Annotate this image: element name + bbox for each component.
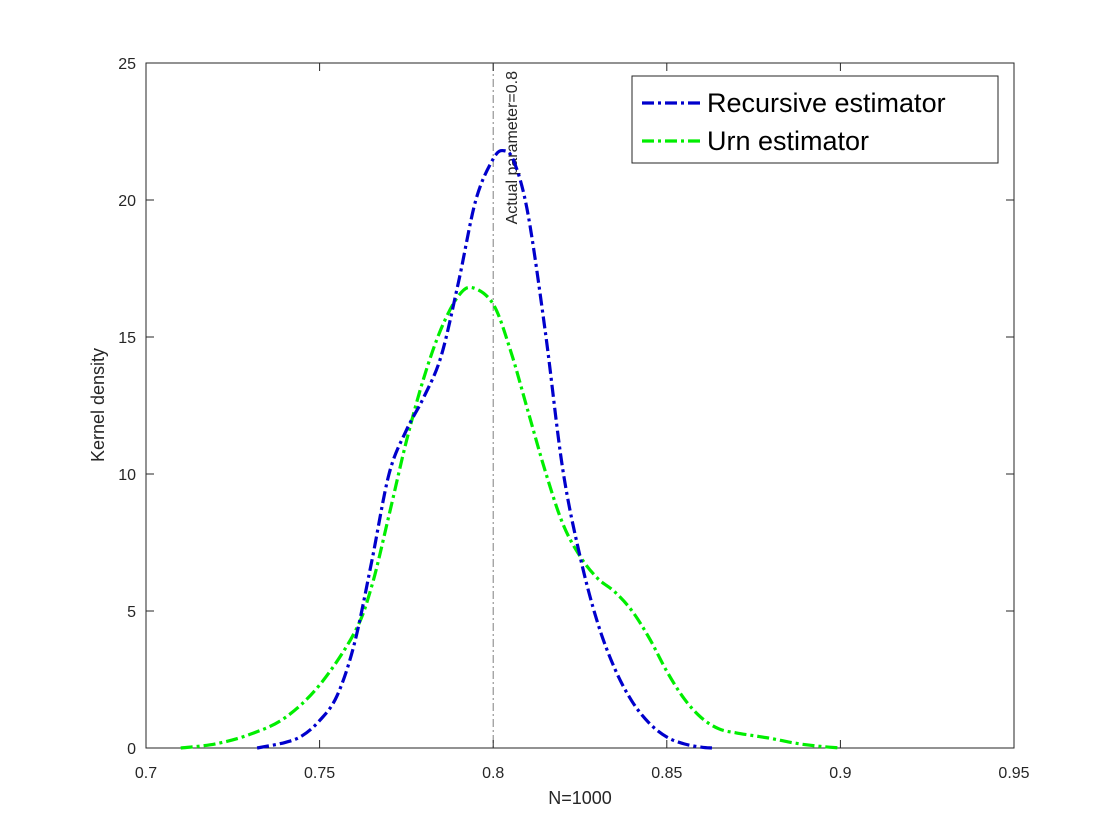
y-tick-label: 15 [118, 330, 136, 347]
x-tick-label: 0.75 [304, 765, 335, 782]
y-tick-label: 5 [127, 604, 136, 621]
x-axis-label: N=1000 [548, 788, 612, 808]
x-tick-label: 0.7 [135, 765, 157, 782]
y-tick-label: 10 [118, 467, 136, 484]
x-tick-label: 0.95 [998, 765, 1029, 782]
y-axis-label: Kernel density [88, 348, 108, 462]
x-tick-label: 0.85 [651, 765, 682, 782]
plot-area [145, 62, 1015, 749]
series-group [180, 148, 841, 750]
y-tick-label: 0 [127, 741, 136, 758]
legend: Recursive estimator Urn estimator [631, 75, 999, 164]
y-tick-label: 20 [118, 193, 136, 210]
x-tick-label: 0.9 [829, 765, 851, 782]
ticks-group: 0.7 0.75 0.8 0.85 0.9 0.95 0 5 10 15 20 25 [118, 56, 1029, 782]
y-tick-label: 25 [118, 56, 136, 73]
legend-label-urn-estimator: Urn estimator [707, 126, 869, 156]
series-line-recursive-estimator [256, 148, 713, 750]
plot-frame [145, 62, 1015, 749]
legend-box [631, 75, 999, 164]
reference-line-group: Actual parameter=0.8 [492, 63, 521, 748]
series-line-urn-estimator [180, 285, 841, 750]
x-tick-label: 0.8 [482, 765, 504, 782]
reference-line-label: Actual parameter=0.8 [504, 71, 521, 225]
legend-label-recursive-estimator: Recursive estimator [707, 88, 946, 118]
